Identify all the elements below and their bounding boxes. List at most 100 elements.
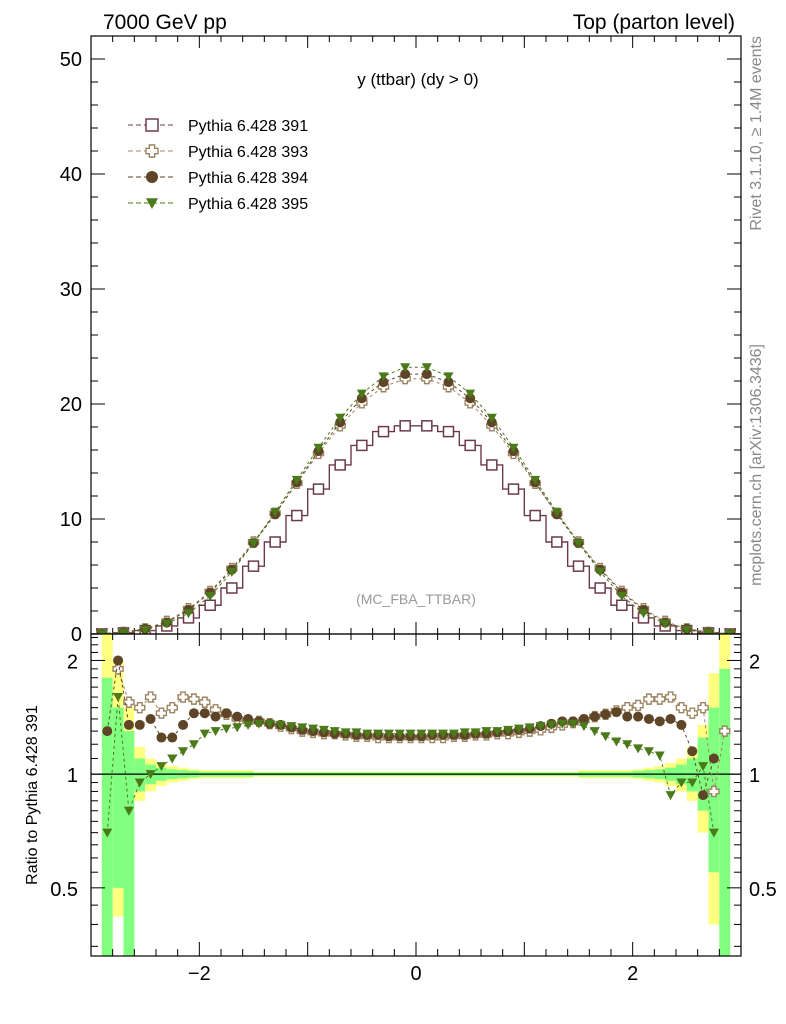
data-point xyxy=(144,691,157,703)
legend-marker xyxy=(145,144,159,158)
analysis-watermark: (MC_FBA_TTBAR) xyxy=(356,591,476,607)
data-point xyxy=(226,567,237,577)
ratio-y-tick-label: 0.5 xyxy=(50,879,78,901)
ratio-uncertainty-bands xyxy=(101,634,731,956)
legend-marker xyxy=(146,198,158,209)
ratio-y-tick-label-right: 1 xyxy=(749,765,760,787)
data-point xyxy=(134,719,145,730)
data-point xyxy=(621,701,633,714)
data-point xyxy=(654,693,666,705)
data-point xyxy=(264,719,275,729)
data-point xyxy=(589,711,600,722)
data-point xyxy=(470,728,481,738)
data-point xyxy=(113,693,124,703)
data-point xyxy=(221,708,232,719)
ratio-ticks xyxy=(90,634,742,956)
ratio-y-tick-labels: 0.5 0.5 1 1 2 2 xyxy=(50,651,777,900)
data-point xyxy=(178,747,189,757)
data-point xyxy=(161,619,172,629)
legend-label: Pythia 6.428 391 xyxy=(188,118,308,135)
header-right: Top (parton level) xyxy=(573,11,735,34)
data-point xyxy=(594,582,606,594)
data-point xyxy=(481,727,492,737)
data-point xyxy=(611,707,622,718)
data-point xyxy=(698,790,709,801)
data-point xyxy=(568,719,579,729)
data-point xyxy=(421,420,433,432)
data-point xyxy=(719,725,731,737)
legend-marker xyxy=(145,118,159,132)
data-point xyxy=(312,483,325,495)
data-point xyxy=(513,724,524,734)
data-point xyxy=(486,459,498,471)
data-point xyxy=(703,628,714,634)
data-point xyxy=(654,751,665,761)
data-point xyxy=(188,708,199,719)
data-point xyxy=(155,707,168,719)
data-point xyxy=(633,744,644,754)
data-point xyxy=(167,754,178,764)
data-point xyxy=(199,729,210,739)
data-point xyxy=(102,726,113,737)
data-point xyxy=(687,746,698,757)
data-point xyxy=(622,711,633,722)
data-point xyxy=(643,713,654,724)
x-tick-label: 0 xyxy=(410,963,421,985)
data-point xyxy=(188,740,199,750)
data-point xyxy=(313,443,324,453)
data-point xyxy=(535,722,546,732)
main-series xyxy=(91,363,741,634)
data-point xyxy=(134,701,146,714)
data-point xyxy=(399,420,411,432)
data-point xyxy=(356,439,368,452)
data-point xyxy=(448,729,459,739)
legend-marker xyxy=(146,171,158,183)
data-point xyxy=(286,722,297,732)
data-point xyxy=(443,372,454,382)
data-point xyxy=(421,363,432,373)
plot-title: y (ttbar) (dy > 0) xyxy=(357,70,478,89)
data-point xyxy=(492,727,503,737)
data-point xyxy=(378,377,389,388)
data-point xyxy=(188,693,200,705)
data-point xyxy=(708,828,719,838)
data-point xyxy=(464,439,476,452)
data-point xyxy=(166,701,178,714)
data-point xyxy=(632,699,644,712)
ratio-axis-label: Ratio to Pythia 6.428 391 xyxy=(24,705,41,885)
y-tick-label: 0 xyxy=(71,624,82,646)
header-left: 7000 GeV pp xyxy=(103,11,227,34)
data-point xyxy=(199,708,210,719)
data-point xyxy=(243,720,254,730)
ratio-y-tick-label: 2 xyxy=(67,651,78,673)
band-inner xyxy=(101,677,113,956)
data-point xyxy=(123,806,134,816)
data-point xyxy=(297,723,308,733)
y-tick-label: 10 xyxy=(60,509,82,531)
data-point xyxy=(503,725,514,735)
data-point xyxy=(210,727,221,737)
data-point xyxy=(291,475,302,485)
data-point xyxy=(665,791,676,801)
data-point xyxy=(698,762,709,772)
data-point xyxy=(96,629,107,634)
ratio-series xyxy=(102,655,731,838)
y-tick-label: 30 xyxy=(60,279,82,301)
data-point xyxy=(199,696,211,708)
data-point xyxy=(145,713,156,724)
data-point xyxy=(377,425,390,438)
data-point xyxy=(664,691,677,703)
legend-label: Pythia 6.428 393 xyxy=(188,144,308,161)
data-point xyxy=(708,753,719,764)
data-point xyxy=(156,762,167,772)
data-point xyxy=(681,625,692,634)
data-point xyxy=(247,560,260,572)
ratio-panel: 0.5 0.5 1 1 2 2 −2 0 2 xyxy=(50,633,777,985)
data-point xyxy=(351,728,362,738)
data-point xyxy=(654,716,665,727)
data-point xyxy=(177,691,189,703)
legend-item: Pythia 6.428 391 xyxy=(128,118,308,135)
data-point xyxy=(459,728,470,738)
data-point xyxy=(633,711,644,722)
